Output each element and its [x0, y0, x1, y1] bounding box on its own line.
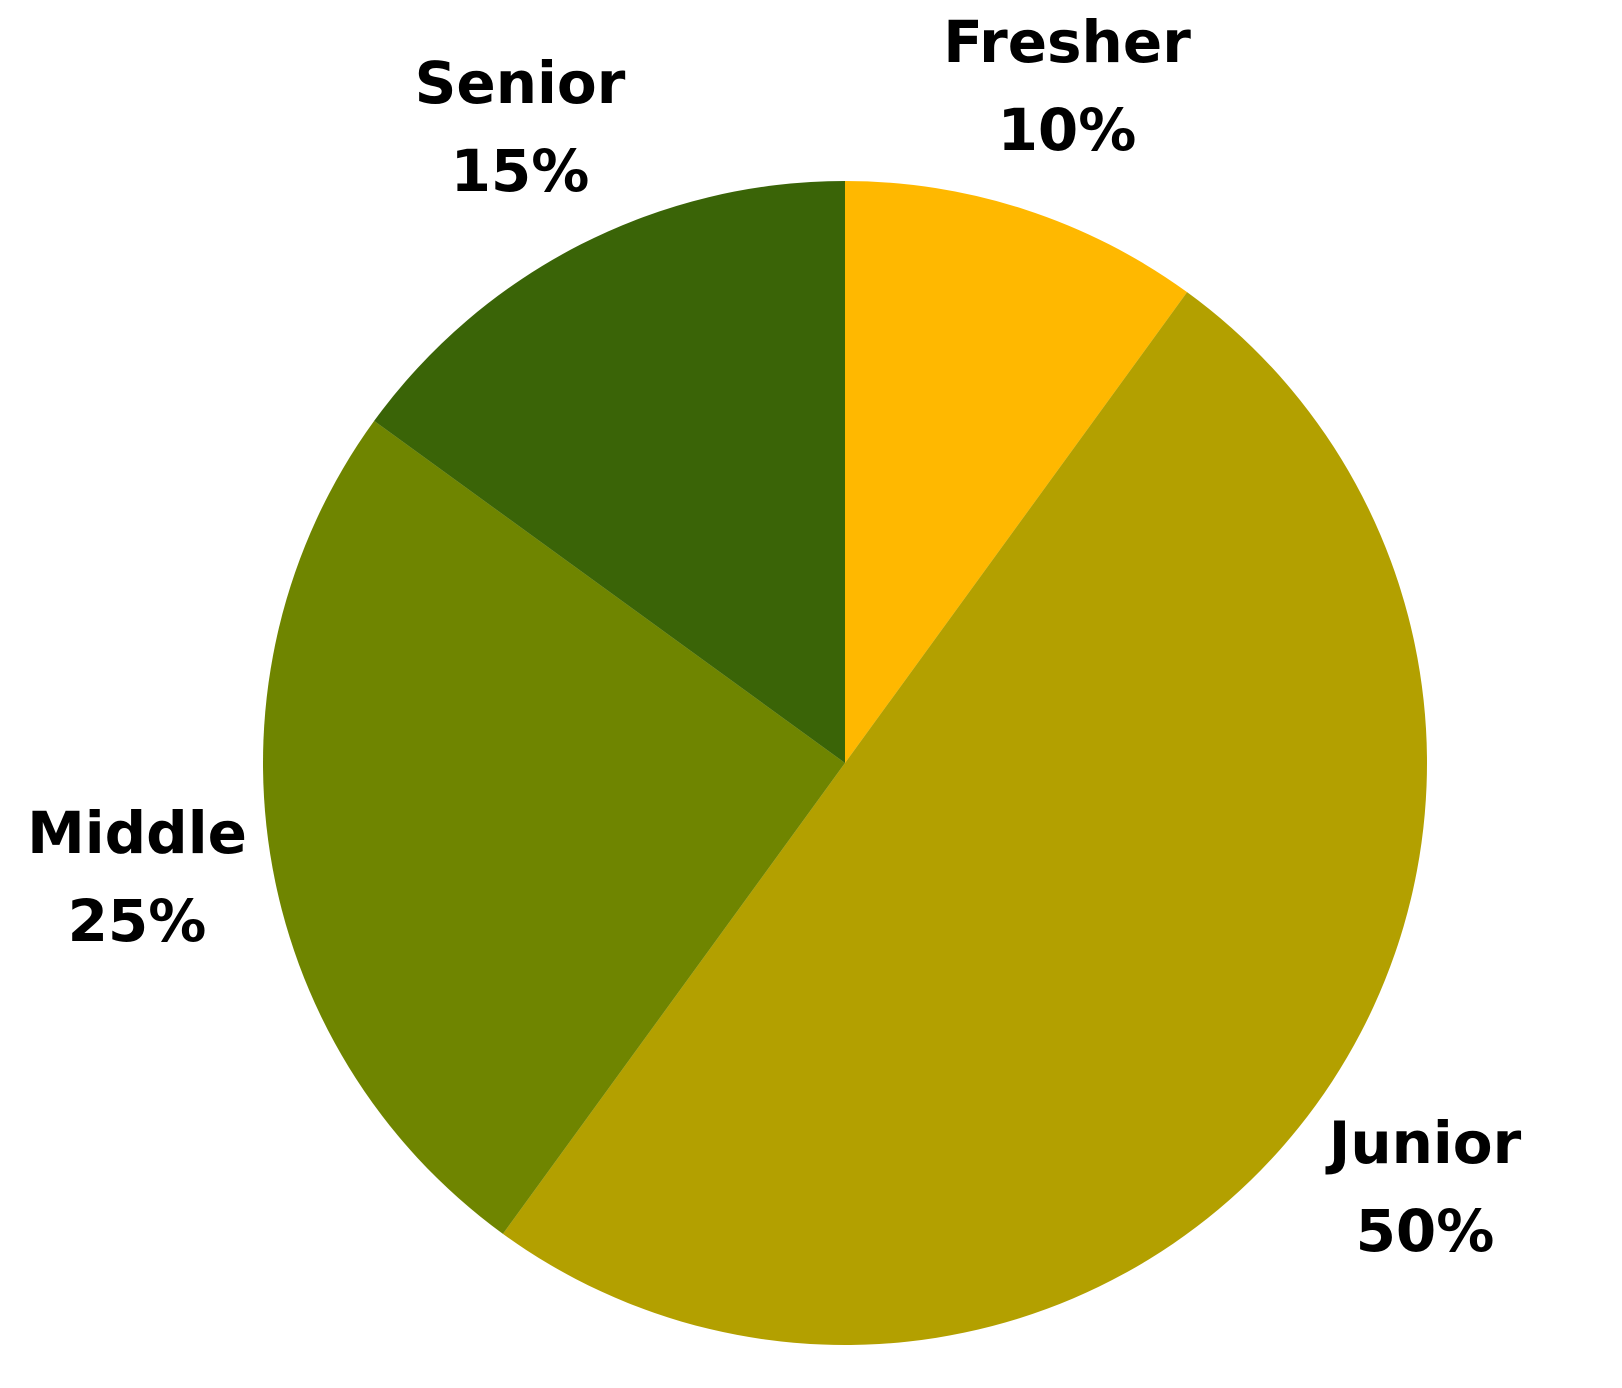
slice-label-middle: Middle: [27, 799, 247, 867]
slice-value-label-middle: 25%: [68, 887, 207, 955]
slice-value-label-junior: 50%: [1356, 1197, 1495, 1265]
slice-label-senior: Senior: [415, 49, 626, 117]
slice-value-label-senior: 15%: [451, 137, 590, 205]
pie-labels: Fresher 10% Junior 50% Middle 25% Senior 15%: [27, 8, 1522, 1265]
slice-label-fresher: Fresher: [943, 8, 1191, 76]
pie-slice-fresher: [845, 181, 1188, 763]
pie-slices: [262, 180, 1428, 1346]
pie-slice-junior: [502, 292, 1428, 1346]
pie-slice-middle: [262, 420, 845, 1234]
slice-value-label-fresher: 10%: [998, 96, 1137, 164]
slice-label-junior: Junior: [1325, 1109, 1522, 1177]
pie-slice-senior: [374, 180, 845, 763]
